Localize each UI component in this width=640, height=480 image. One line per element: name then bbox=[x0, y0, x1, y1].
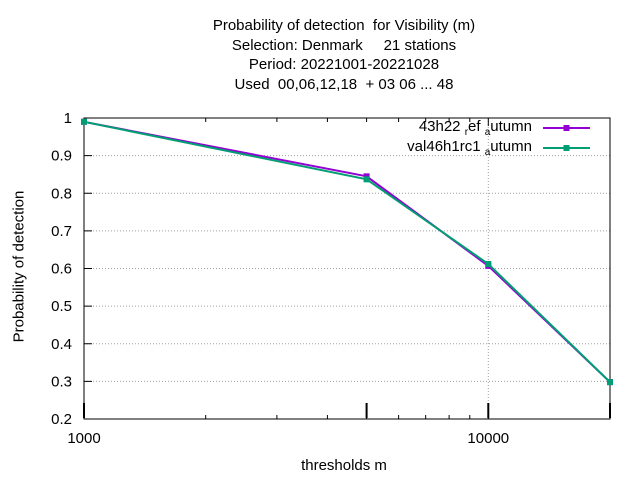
y-axis-label: Probability of detection bbox=[10, 190, 28, 343]
y-tick-label: 0.9 bbox=[51, 148, 72, 165]
y-tick-label: 0.4 bbox=[51, 336, 72, 353]
title-line-2: Selection: Denmark 21 stations bbox=[231, 36, 457, 54]
chart-title: Probability of detection for Visibility … bbox=[0, 16, 640, 94]
series-2-point bbox=[485, 260, 492, 267]
series-1-point bbox=[363, 173, 370, 180]
legend-marker-series-1 bbox=[563, 125, 570, 131]
series-2-point bbox=[607, 379, 613, 386]
y-tick-label: 0.7 bbox=[51, 223, 72, 240]
series-2-point bbox=[363, 176, 370, 183]
series-line-2 bbox=[83, 120, 611, 383]
y-tick-label: 0.6 bbox=[51, 261, 72, 278]
legend-label-series-2: val46h1rc1 autumn bbox=[407, 138, 532, 158]
title-line-3: Period: 20221001-20221028 bbox=[248, 56, 440, 73]
legend-label-series-1: 43h22 ref autumn bbox=[418, 118, 532, 138]
title-line-4: Used 00,06,12,18 + 03 06 ... 48 bbox=[234, 75, 454, 93]
x-axis-label: thresholds m bbox=[301, 457, 387, 474]
y-tick-label: 0.3 bbox=[51, 373, 72, 390]
x-tick-label: 1000 bbox=[67, 430, 100, 447]
series-line-1 bbox=[83, 120, 611, 383]
plot-frame bbox=[83, 117, 611, 420]
y-tick-label: 1 bbox=[64, 110, 72, 127]
y-tick-label: 0.5 bbox=[51, 298, 72, 315]
legend-marker-series-2 bbox=[563, 145, 570, 151]
title-line-1: Probability of detection for Visibility … bbox=[212, 17, 476, 34]
y-tick-label: 0.2 bbox=[51, 411, 72, 428]
y-tick-label: 0.8 bbox=[51, 185, 72, 202]
series-2-point bbox=[81, 118, 87, 125]
x-tick-label: 10000 bbox=[467, 430, 509, 447]
